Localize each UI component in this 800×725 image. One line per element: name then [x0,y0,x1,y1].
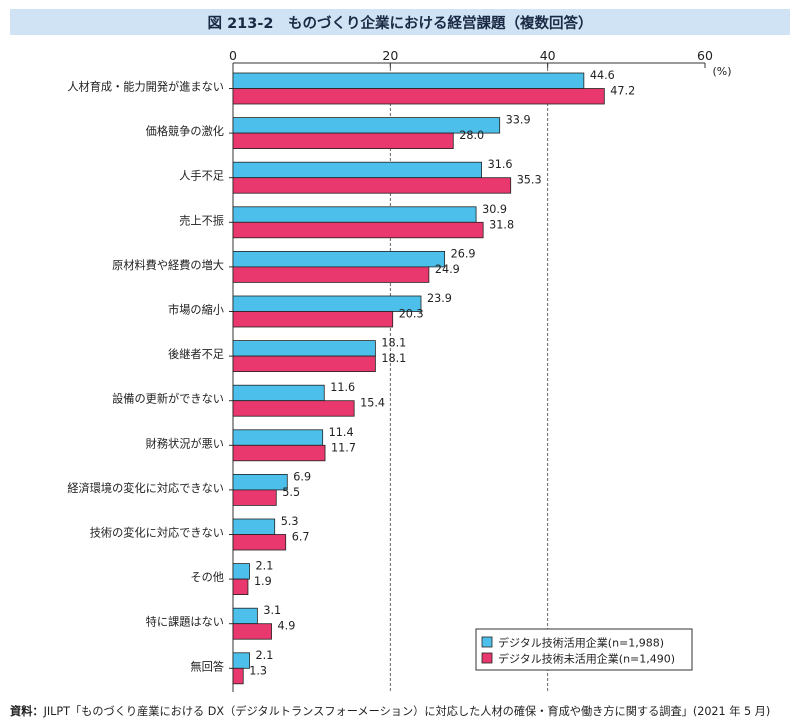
labels-layer: 人材育成・能力開発が進まない 44.6 47.2 価格競争の激化 33.9 28.0 人手不… [67,69,635,677]
bar [232,607,258,625]
bar-value-label: 31.8 [489,218,514,231]
bar [232,221,484,239]
bar-value-label: 33.9 [506,114,531,127]
legend-label: デジタル技術活用企業(n=1,988) [498,636,664,650]
category-label: 売上不振 [179,213,224,227]
source-label: 資料： [10,705,44,718]
bar [232,340,376,357]
category-label: 原材料費や経費の増大 [112,258,224,272]
legend: デジタル技術活用企業(n=1,988) デジタル技術未活用企業(n=1,490) [475,628,693,671]
bar-value-label: 18.1 [381,337,406,350]
category-label: 人材育成・能力開発が進まない [67,80,224,94]
bar [232,250,446,268]
bar-value-label: 2.1 [256,649,274,662]
bar-value-label: 20.3 [399,308,424,321]
category-label: 特に課題はない [146,615,224,629]
bar-value-label: 11.4 [329,426,354,439]
legend-swatch [481,652,493,664]
bar-value-label: 2.1 [256,560,274,573]
category-label: 人手不足 [179,169,224,183]
category-label: その他 [190,571,224,584]
bar-value-label: 23.9 [427,292,452,305]
category-label: 後継者不足 [168,347,224,361]
bar [232,132,454,150]
bar-value-label: 3.1 [263,604,281,617]
category-label: 価格競争の激化 [146,124,224,138]
legend-box [475,628,693,671]
category-label: 経済環境の変化に対応できない [67,481,224,495]
bar [232,578,249,595]
bar [232,444,326,462]
source-note: 資料：JILPT「ものづくり産業における DX（デジタルトランスフォーメーション… [10,703,790,719]
legend-label: デジタル技術未活用企業(n=1,490) [498,652,675,666]
bar [232,489,277,506]
category-label: 財務状況が悪い [146,436,224,450]
bar-value-label: 28.0 [459,129,484,142]
x-tick-label: 60 [697,48,713,63]
bar [232,88,605,105]
category-label: 技術の変化に対応できない [90,526,224,540]
bar [232,266,430,283]
bar [232,206,477,223]
category-label: 無回答 [190,659,224,673]
bar-value-label: 44.6 [590,69,615,82]
bar [232,295,422,312]
bar-value-label: 26.9 [451,247,476,260]
bar-value-label: 5.5 [282,486,300,499]
bar-value-label: 6.9 [293,470,311,483]
bar-value-label: 11.7 [331,441,356,454]
bar-chart: 0 20 40 60 (%) 人材育成・能力開発が進まない 44.6 47.2 価格競争の激化… [67,48,732,692]
x-unit-label: (%) [712,65,731,78]
bar [232,400,355,417]
bar-value-label: 30.9 [482,203,507,216]
bar-value-label: 4.9 [278,620,296,633]
category-label: 市場の縮小 [168,303,224,317]
bar-value-label: 6.7 [292,531,310,544]
bar [232,473,288,491]
bars-layer [232,72,605,685]
chart-title: 図 213-2 ものづくり企業における経営課題（複数回答） [10,9,790,35]
bar [232,623,272,640]
category-label: 設備の更新ができない [112,392,224,406]
x-tick-label: 20 [382,48,398,63]
legend-swatch [481,636,493,648]
bar [232,161,482,179]
bar-value-label: 15.4 [360,397,385,410]
bar [232,384,325,402]
bar-value-label: 1.3 [249,664,267,677]
bar [232,534,287,551]
bar [232,667,244,685]
bar [232,652,250,669]
bar-value-label: 18.1 [381,352,406,365]
bar [232,563,250,580]
bar-value-label: 1.9 [254,575,272,588]
bar-value-label: 35.3 [517,174,542,187]
bar-value-label: 5.3 [281,515,299,528]
bar-value-label: 11.6 [330,381,355,394]
bar [232,429,324,446]
bar-value-label: 47.2 [610,85,635,98]
bar [232,518,276,535]
bar [232,177,512,194]
bar [232,72,585,89]
bar-value-label: 31.6 [488,158,513,171]
bar [232,355,376,373]
grid-layer [389,63,549,692]
source-text: JILPT「ものづくり産業における DX（デジタルトランスフォーメーション）に対… [43,705,771,718]
x-tick-label: 40 [540,48,556,63]
x-tick-label: 0 [229,48,237,63]
bar [232,311,394,328]
bar-value-label: 24.9 [435,263,460,276]
